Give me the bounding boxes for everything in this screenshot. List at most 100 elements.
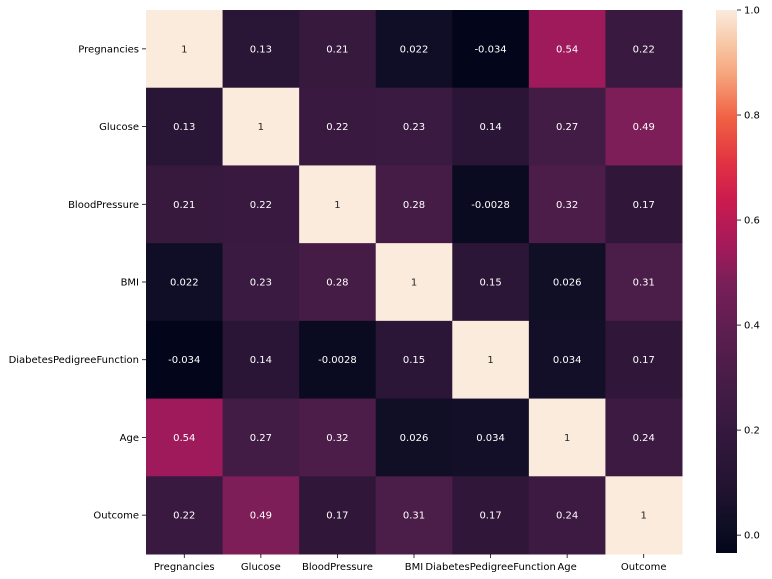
cell-annotation: 0.27 [556,122,578,133]
heatmap-cell [222,10,300,89]
cell-annotation: 0.17 [633,355,655,366]
colorbar [716,10,737,553]
heatmap-cell [222,165,300,244]
heatmap-cell [299,165,377,244]
heatmap-cell [146,10,224,89]
heatmap-cell [299,243,377,322]
cell-annotation: 0.022 [400,44,429,55]
cell-annotation: 0.31 [633,278,655,289]
heatmap-cell [299,398,377,477]
heatmap-cell [146,243,224,322]
cell-annotation: 0.24 [556,511,578,522]
heatmap-cell [146,320,224,400]
heatmap-cell [299,87,377,166]
cell-annotation: 1 [411,278,417,289]
cell-annotation: 0.21 [326,44,348,55]
cell-annotation: -0.034 [168,355,200,366]
cell-annotation: 0.026 [400,433,429,444]
heatmap-cell [528,243,606,322]
heatmap-cell [452,243,530,322]
heatmap-cell [375,243,453,322]
heatmap-cell [375,87,453,166]
cell-annotation: 0.034 [476,433,505,444]
cell-annotation: 0.21 [173,200,195,211]
cell-annotation: 0.034 [553,355,582,366]
x-tick-label: Glucose [241,562,281,573]
heatmap-cell [222,320,300,400]
heatmap-cell [452,10,530,89]
x-tick-label: DiabetesPedigreeFunction [425,562,555,573]
cell-annotation: 0.23 [403,122,425,133]
colorbar-tick-label: 0.2 [744,426,760,437]
cell-annotation: 0.49 [250,511,272,522]
heatmap-cell [222,476,300,555]
cell-annotation: 1 [487,355,493,366]
x-tick-label: BMI [405,562,423,573]
heatmap-cell [605,320,683,400]
heatmap-cell [452,165,530,244]
heatmap-cell [528,10,606,89]
heatmap-cell [222,87,300,166]
cell-annotation: 0.54 [556,44,578,55]
cell-annotation: 0.32 [556,200,578,211]
cell-annotation: 0.17 [633,200,655,211]
y-tick-label: BMI [121,278,139,289]
heatmap-cell [452,87,530,166]
cell-annotation: 0.32 [326,433,348,444]
heatmap-cell [528,87,606,166]
colorbar-tick-label: 0.0 [744,531,760,542]
y-tick-label: Glucose [99,122,139,133]
cell-annotation: 1 [181,44,187,55]
y-tick-label: Outcome [93,511,139,522]
x-axis-tick-labels: Pregnancies Glucose BloodPressure BMI Diabet… [154,554,667,573]
cell-annotation: 1 [334,200,340,211]
cell-annotation: -0.0028 [471,200,510,211]
heatmap-cell [375,320,453,400]
heatmap-cell [375,476,453,555]
x-tick-label: Age [557,562,576,573]
colorbar-ticks: 0.0 0.2 0.4 0.6 0.8 1.0 [737,6,760,542]
heatmap-cell [528,165,606,244]
cell-annotation: 0.22 [633,44,655,55]
heatmap-cell [375,165,453,244]
heatmap-cell [146,398,224,477]
cell-annotation: 0.22 [173,511,195,522]
heatmap-cell [299,476,377,555]
cell-annotation: 0.15 [403,355,425,366]
cell-annotation: 1 [564,433,570,444]
cell-annotation: 0.49 [633,122,655,133]
cell-annotation: 0.026 [553,278,582,289]
heatmap-cell [299,10,377,89]
heatmap-cell [605,165,683,244]
heatmap-cell [222,398,300,477]
cell-annotation: 1 [641,511,647,522]
colorbar-tick-label: 0.4 [744,321,760,332]
heatmap-cell [605,10,683,89]
cell-annotation: 0.15 [479,278,501,289]
colorbar-tick-label: 0.6 [744,216,760,227]
y-tick-label: DiabetesPedigreeFunction [9,355,139,366]
y-tick-label: Pregnancies [78,44,139,55]
x-tick-label: Outcome [621,562,667,573]
heatmap-cell [528,320,606,400]
heatmap-cell [146,165,224,244]
heatmap-cell [528,398,606,477]
cell-annotation: 0.14 [479,122,501,133]
cell-annotation: 0.23 [250,278,272,289]
cell-annotation: 0.28 [403,200,425,211]
colorbar-tick-label: 1.0 [744,6,760,17]
x-tick-label: Pregnancies [154,562,215,573]
heatmap-cell [375,10,453,89]
heatmap-cells [146,10,683,555]
heatmap-cell [452,476,530,555]
heatmap-cell [452,320,530,400]
heatmap-cell [375,398,453,477]
x-tick-label: BloodPressure [302,562,373,573]
cell-annotation: -0.0028 [318,355,357,366]
cell-annotation: 0.31 [403,511,425,522]
cell-annotation: 0.22 [326,122,348,133]
heatmap-cell [299,320,377,400]
colorbar-tick-label: 0.8 [744,111,760,122]
heatmap-cell [605,243,683,322]
